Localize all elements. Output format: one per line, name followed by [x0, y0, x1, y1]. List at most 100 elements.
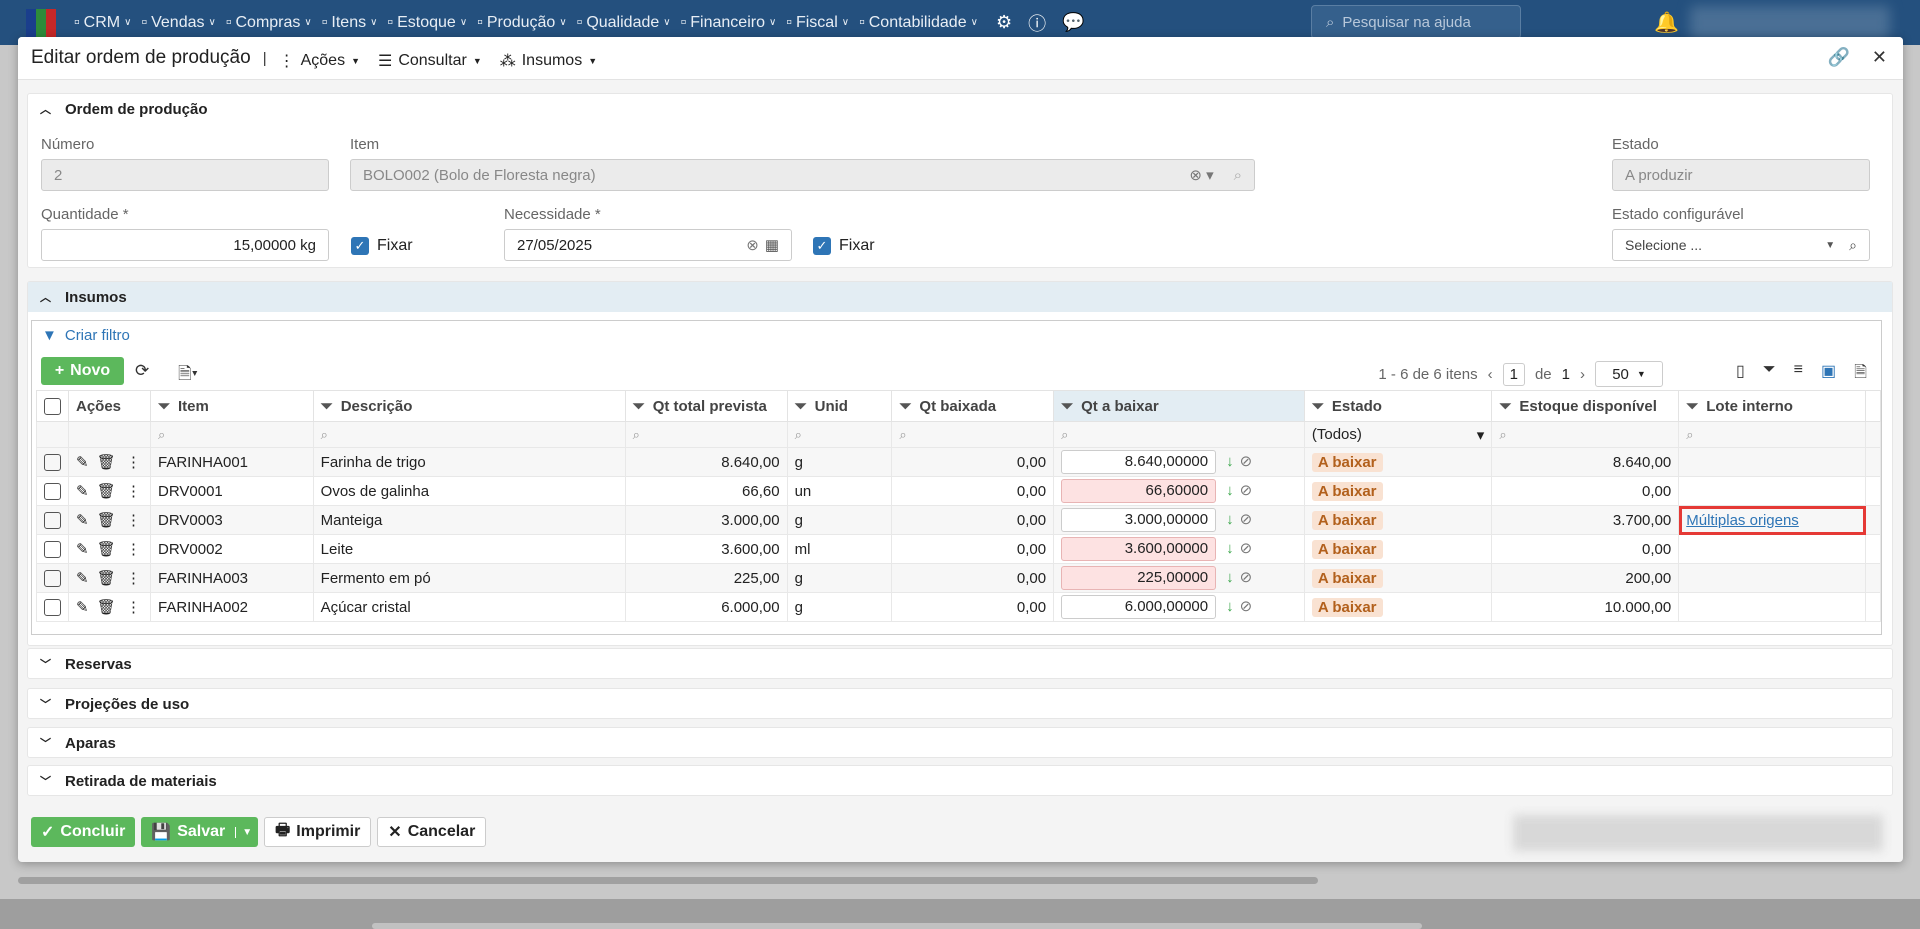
arrow-down-icon[interactable]: ↓	[1226, 453, 1234, 470]
nav-qualidade[interactable]: ▫ Qualidade ∨	[577, 14, 671, 32]
arrow-down-icon[interactable]: ↓	[1226, 540, 1234, 557]
filter-icon[interactable]: ⏷	[157, 397, 170, 415]
filter-icon[interactable]: ⏷	[320, 397, 333, 415]
calendar-icon[interactable]: ▦	[764, 237, 779, 254]
estado-configuravel-select[interactable]: Selecione ... ▼ ⌕	[1612, 229, 1870, 261]
row-checkbox[interactable]	[36, 476, 69, 506]
arrow-down-icon[interactable]: ↓	[1226, 511, 1234, 528]
multiplas-origens-link[interactable]: Múltiplas origens	[1686, 511, 1799, 529]
more-icon[interactable]: ⋮	[125, 454, 141, 471]
filter-icon[interactable]: ⏷	[1499, 397, 1512, 415]
section-header[interactable]: ︿ Insumos	[28, 282, 1892, 312]
section-reservas[interactable]: ﹀ Reservas	[27, 648, 1893, 679]
qt-a-baixar-input[interactable]: 8.640,00000	[1061, 450, 1217, 474]
trash-icon[interactable]: 🗑	[96, 454, 116, 471]
next-page-icon[interactable]: ›	[1580, 365, 1585, 383]
link-icon[interactable]: 🔗	[1827, 47, 1850, 67]
fixar-quantidade-checkbox[interactable]: ✓ Fixar	[351, 237, 413, 255]
column-header[interactable]: ⏷ Unid	[786, 390, 893, 422]
check-circle-icon[interactable]: ⊘	[1239, 540, 1253, 557]
checkbox[interactable]	[44, 453, 61, 471]
section-header[interactable]: ︿ Ordem de produção	[28, 94, 1892, 124]
app-logo[interactable]	[26, 8, 56, 37]
export-icon[interactable]: 🗎▾	[178, 364, 198, 383]
filter-icon[interactable]: ⏷	[1061, 397, 1074, 415]
concluir-button[interactable]: ✓ Concluir	[31, 817, 136, 847]
checkbox[interactable]	[44, 569, 61, 587]
salvar-button[interactable]: 💾 Salvar ▼	[141, 817, 259, 847]
qt-a-baixar-input[interactable]: 66,60000	[1061, 479, 1217, 503]
column-filter[interactable]: ⌕	[624, 421, 788, 448]
more-icon[interactable]: ⋮	[125, 599, 141, 616]
nav-produção[interactable]: ▫ Produção ∨	[477, 14, 567, 32]
edit-icon[interactable]: ✎	[76, 541, 89, 558]
filter-icon[interactable]: ⏷	[1762, 361, 1776, 378]
section-header[interactable]: ﹀ Reservas	[28, 649, 1892, 679]
help-search-input[interactable]: ⌕ Pesquisar na ajuda	[1311, 5, 1521, 39]
check-circle-icon[interactable]: ⊘	[1239, 511, 1253, 528]
column-filter[interactable]: ⌕	[1053, 421, 1305, 448]
column-header[interactable]: ⏷ Qt a baixar	[1053, 390, 1305, 422]
edit-icon[interactable]: ✎	[76, 483, 89, 500]
column-header[interactable]: ⏷ Qt total prevista	[624, 390, 788, 422]
clear-icon[interactable]: ⊗	[746, 237, 759, 254]
chat-icon[interactable]: 💬	[1062, 12, 1085, 32]
row-checkbox[interactable]	[36, 447, 69, 477]
column-filter[interactable]: ⌕	[1491, 421, 1680, 448]
filter-icon[interactable]: ⏷	[1311, 397, 1324, 415]
select-all-checkbox[interactable]	[36, 390, 69, 422]
page-horizontal-scrollbar[interactable]	[18, 877, 1318, 884]
section-header[interactable]: ﹀ Retirada de materiais	[28, 766, 1892, 796]
menu-acoes[interactable]: ⋮ Ações ▼	[279, 45, 360, 71]
page-input[interactable]: 1	[1502, 362, 1525, 386]
checkbox[interactable]	[44, 482, 61, 500]
nav-compras[interactable]: ▫ Compras ∨	[226, 14, 312, 32]
filter-icon[interactable]: ⏷	[794, 397, 807, 415]
nav-itens[interactable]: ▫ Itens ∨	[322, 14, 378, 32]
refresh-icon[interactable]: ⟳	[135, 361, 150, 380]
nav-estoque[interactable]: ▫ Estoque ∨	[387, 14, 467, 32]
row-checkbox[interactable]	[36, 505, 69, 535]
column-header[interactable]: ⏷ Qt baixada	[891, 390, 1055, 422]
column-filter[interactable]	[1865, 421, 1881, 448]
menu-insumos[interactable]: ⁂ Insumos ▼	[500, 45, 597, 71]
cancelar-button[interactable]: ✕ Cancelar	[377, 817, 487, 847]
row-checkbox[interactable]	[36, 592, 69, 622]
check-circle-icon[interactable]: ⊘	[1239, 598, 1253, 615]
column-header[interactable]: ⏷ Estado	[1303, 390, 1493, 422]
nav-financeiro[interactable]: ▫ Financeiro ∨	[681, 14, 777, 32]
qt-a-baixar-input[interactable]: 3.600,00000	[1061, 537, 1217, 561]
bell-icon[interactable]: 🔔	[1654, 12, 1679, 34]
columns-icon[interactable]: ▯	[1736, 363, 1745, 380]
checkbox[interactable]	[44, 540, 61, 558]
quantidade-field[interactable]: 15,00000 kg	[41, 229, 329, 261]
section-projeções[interactable]: ﹀ Projeções de uso	[27, 688, 1893, 719]
section-aparas[interactable]: ﹀ Aparas	[27, 727, 1893, 758]
more-icon[interactable]: ⋮	[125, 541, 141, 558]
column-filter[interactable]: ⌕	[1678, 421, 1866, 448]
edit-icon[interactable]: ✎	[76, 454, 89, 471]
column-filter[interactable]: ⌕	[312, 421, 626, 448]
edit-icon[interactable]: ✎	[76, 570, 89, 587]
checkbox[interactable]	[44, 397, 61, 415]
column-header[interactable]: Ações	[68, 390, 151, 422]
nav-contabilidade[interactable]: ▫ Contabilidade ∨	[859, 14, 978, 32]
qt-a-baixar-input[interactable]: 3.000,00000	[1061, 508, 1217, 532]
check-circle-icon[interactable]: ⊘	[1239, 569, 1253, 586]
column-filter[interactable]: ⌕	[149, 421, 314, 448]
column-header[interactable]: ⏷ Item	[149, 390, 314, 422]
filter-icon[interactable]: ⏷	[632, 397, 645, 415]
nav-fiscal[interactable]: ▫ Fiscal ∨	[786, 14, 849, 32]
section-header[interactable]: ﹀ Aparas	[28, 728, 1892, 758]
trash-icon[interactable]: 🗑	[96, 512, 116, 529]
salvar-dropdown-icon[interactable]: ▼	[235, 826, 258, 838]
grid-horizontal-scrollbar[interactable]	[372, 923, 1422, 929]
trash-icon[interactable]: 🗑	[96, 570, 116, 587]
search-icon[interactable]: ⌕	[1233, 166, 1242, 184]
arrow-down-icon[interactable]: ↓	[1226, 569, 1234, 586]
checkbox[interactable]	[44, 598, 61, 616]
per-page-select[interactable]: 50 ▼	[1595, 361, 1663, 387]
clear-icon[interactable]: ⊗ ▾	[1189, 167, 1214, 184]
trash-icon[interactable]: 🗑	[96, 483, 116, 500]
trash-icon[interactable]: 🗑	[96, 541, 116, 558]
